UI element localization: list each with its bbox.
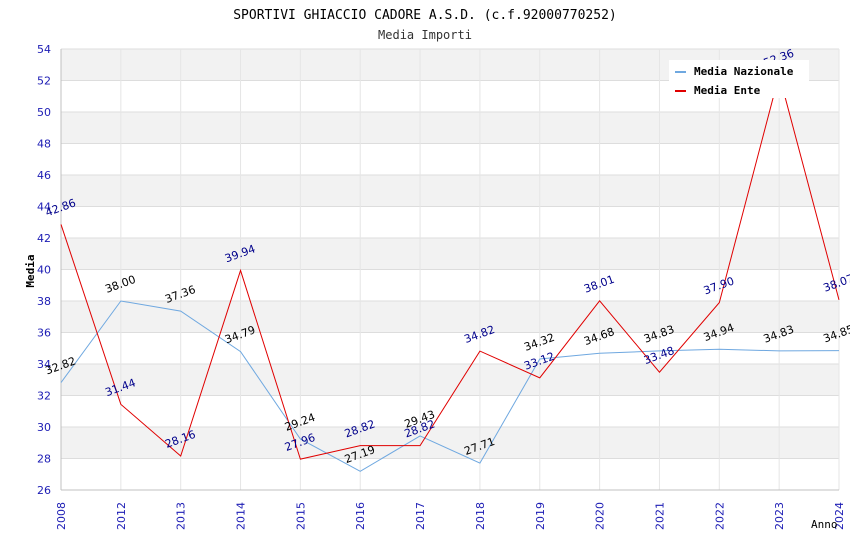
- grid-band: [61, 112, 839, 144]
- grid-band: [61, 175, 839, 207]
- y-tick-label: 28: [37, 453, 51, 466]
- chart-title: SPORTIVI GHIACCIO CADORE A.S.D. (c.f.920…: [233, 8, 617, 23]
- y-tick-label: 48: [37, 138, 51, 151]
- x-tick-label: 2021: [653, 502, 666, 530]
- grid-band: [61, 238, 839, 270]
- legend: Media Nazionale Media Ente: [669, 60, 809, 98]
- series-line-media-nazionale: [60, 300, 840, 472]
- y-axis-title: Media: [24, 254, 37, 287]
- x-tick-label: 2024: [833, 502, 846, 530]
- x-tick-label: 2019: [534, 502, 547, 530]
- y-tick-label: 46: [37, 169, 51, 182]
- grid-band: [61, 395, 839, 427]
- chart-subtitle: Media Importi: [378, 28, 472, 42]
- grid-band: [61, 364, 839, 396]
- grid-band: [61, 427, 839, 459]
- legend-label-media-ente: Media Ente: [694, 84, 761, 97]
- x-tick-label: 2018: [474, 502, 487, 530]
- y-tick-label: 36: [37, 327, 51, 340]
- legend-box: [669, 60, 809, 98]
- grid-band: [61, 458, 839, 490]
- grid-band: [61, 206, 839, 238]
- grid-band: [61, 269, 839, 301]
- series-lines: [60, 72, 840, 472]
- grid-band: [61, 143, 839, 175]
- x-tick-label: 2022: [713, 502, 726, 530]
- series-line-media-ente: [60, 72, 840, 460]
- grid-band: [61, 301, 839, 333]
- x-tick-label: 2012: [115, 502, 128, 530]
- y-tick-label: 44: [37, 201, 51, 214]
- axes: [60, 49, 839, 491]
- y-tick-labels: 26 28 30 32 34 36 38 40 42 44 46 48 50 52 54: [37, 43, 51, 497]
- x-axis-title: Anno: [811, 518, 838, 531]
- x-tick-labels: 2008 2012 2013 2014 2015 2016 2017 2018 2019 2020…: [55, 502, 846, 530]
- x-tick-label: 2015: [294, 502, 307, 530]
- y-tick-label: 32: [37, 390, 51, 403]
- legend-label-media-nazionale: Media Nazionale: [694, 65, 794, 78]
- y-tick-label: 52: [37, 75, 51, 88]
- y-tick-label: 40: [37, 264, 51, 277]
- x-tick-label: 2014: [235, 502, 248, 530]
- x-tick-label: 2020: [594, 502, 607, 530]
- x-tick-label: 2017: [414, 502, 427, 530]
- x-tick-label: 2023: [773, 502, 786, 530]
- y-tick-label: 34: [37, 358, 51, 371]
- grid-band: [61, 332, 839, 364]
- x-tick-label: 2013: [175, 502, 188, 530]
- grid-bands: [61, 49, 839, 490]
- y-tick-label: 26: [37, 484, 51, 497]
- y-tick-label: 30: [37, 421, 51, 434]
- y-tick-label: 38: [37, 295, 51, 308]
- x-tick-label: 2008: [55, 502, 68, 530]
- x-tick-label: 2016: [354, 502, 367, 530]
- y-tick-label: 50: [37, 106, 51, 119]
- y-tick-label: 54: [37, 43, 51, 56]
- y-tick-label: 42: [37, 232, 51, 245]
